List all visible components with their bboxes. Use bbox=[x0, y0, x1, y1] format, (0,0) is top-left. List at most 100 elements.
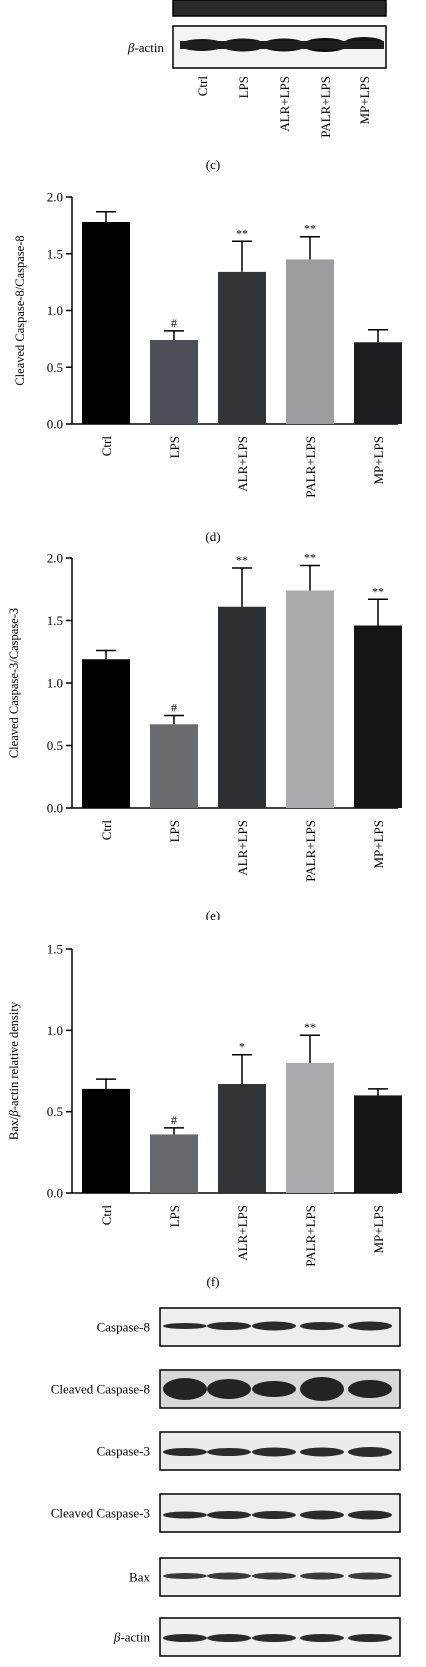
bar bbox=[286, 590, 334, 808]
blot-label: Cleaved Caspase-8 bbox=[51, 1382, 150, 1397]
y-tick-label: 1.0 bbox=[47, 1023, 63, 1038]
blot-band bbox=[348, 1634, 392, 1642]
significance-marker: ** bbox=[304, 1020, 316, 1034]
significance-marker: ** bbox=[372, 584, 384, 598]
blot-band bbox=[300, 1634, 344, 1642]
y-tick-label: 0.0 bbox=[47, 417, 63, 432]
blot-band bbox=[207, 1379, 251, 1399]
blot-band bbox=[300, 1572, 344, 1580]
blot-band bbox=[300, 1510, 344, 1520]
blot-band bbox=[252, 1634, 296, 1642]
blot-label: Caspase-8 bbox=[97, 1320, 150, 1335]
x-category-label: PALR+LPS bbox=[303, 436, 318, 498]
panel-label: (e) bbox=[206, 908, 220, 920]
bar bbox=[354, 342, 402, 424]
y-tick-label: 2.0 bbox=[47, 551, 63, 566]
bar bbox=[82, 659, 130, 808]
bar bbox=[286, 259, 334, 424]
blot-band bbox=[207, 1322, 251, 1330]
chart-d: Cleaved Caspase-8/Caspase-8 0.0 0.5 1.0 1.5 2… bbox=[13, 190, 402, 544]
blot-band bbox=[252, 1321, 296, 1331]
blot-band bbox=[252, 1511, 296, 1519]
x-category-label: ALR+LPS bbox=[235, 436, 250, 492]
panel-label-c: (c) bbox=[206, 157, 220, 172]
y-axis-label: Cleaved Caspase-3/Caspase-3 bbox=[7, 608, 21, 758]
x-category-label: MP+LPS bbox=[371, 1205, 386, 1254]
top-lane-label: PALR+LPS bbox=[318, 76, 333, 138]
significance-marker: # bbox=[171, 316, 177, 330]
significance-marker: ** bbox=[236, 553, 248, 567]
bar bbox=[150, 724, 198, 808]
blot-band bbox=[348, 1380, 392, 1398]
significance-marker: # bbox=[171, 1113, 177, 1127]
blot-label: Cleaved Caspase-3 bbox=[51, 1506, 150, 1521]
y-tick-label: 0.0 bbox=[47, 801, 63, 816]
blot-band bbox=[163, 1634, 207, 1642]
blot-band bbox=[348, 1510, 392, 1520]
y-tick-label: 0.5 bbox=[47, 738, 63, 753]
x-category-label: LPS bbox=[167, 1205, 182, 1227]
bar bbox=[82, 221, 130, 424]
blot-label: Caspase-3 bbox=[97, 1444, 150, 1459]
x-category-label: Ctrl bbox=[99, 436, 114, 457]
chart-e: Cleaved Caspase-3/Caspase-3 0.0 0.5 1.0 1.5 2… bbox=[7, 551, 402, 920]
x-category-label: Ctrl bbox=[99, 820, 114, 841]
bar bbox=[150, 1134, 198, 1193]
blot-band bbox=[163, 1323, 207, 1329]
blot-band bbox=[163, 1448, 207, 1456]
x-category-label: PALR+LPS bbox=[303, 820, 318, 882]
blot-band bbox=[252, 1447, 296, 1457]
panel-label: (f) bbox=[207, 1274, 220, 1289]
y-tick-label: 0.0 bbox=[47, 1186, 63, 1201]
blot-label: Bax bbox=[129, 1570, 150, 1585]
blot-band bbox=[300, 1377, 344, 1401]
y-tick-label: 0.5 bbox=[47, 1104, 63, 1119]
bar bbox=[286, 1062, 334, 1193]
blot-band bbox=[300, 1322, 344, 1330]
blot-band bbox=[300, 1447, 344, 1457]
significance-marker: ** bbox=[304, 551, 316, 565]
x-category-label: MP+LPS bbox=[371, 820, 386, 869]
blot-band bbox=[163, 1511, 207, 1519]
significance-marker: ** bbox=[236, 226, 248, 240]
y-tick-label: 1.5 bbox=[47, 613, 63, 628]
significance-marker: ** bbox=[304, 222, 316, 236]
top-blot-lane-labels: Ctrl LPS ALR+LPS PALR+LPS MP+LPS bbox=[195, 76, 372, 138]
bar bbox=[218, 606, 266, 808]
y-tick-label: 1.0 bbox=[47, 676, 63, 691]
y-tick-label: 1.5 bbox=[47, 942, 63, 957]
y-axis-label: Bax/β-actin relative density bbox=[7, 1001, 21, 1140]
blot-band bbox=[207, 1448, 251, 1456]
bar bbox=[218, 271, 266, 424]
y-tick-label: 2.0 bbox=[47, 190, 63, 205]
significance-marker: # bbox=[171, 701, 177, 715]
top-lane-label: MP+LPS bbox=[357, 76, 372, 125]
blot-band bbox=[163, 1573, 207, 1579]
beta-actin-bands bbox=[180, 37, 384, 52]
bar bbox=[354, 1095, 402, 1193]
x-category-label: ALR+LPS bbox=[235, 820, 250, 876]
significance-marker: * bbox=[239, 1040, 245, 1054]
top-blot-label: β-actin bbox=[127, 40, 165, 55]
y-tick-label: 1.5 bbox=[47, 246, 63, 261]
cropped-blot-strip bbox=[172, 0, 387, 17]
y-tick-label: 1.0 bbox=[47, 303, 63, 318]
blot-band bbox=[163, 1378, 207, 1400]
bar bbox=[82, 1088, 130, 1193]
top-lane-label: LPS bbox=[236, 76, 251, 98]
bar bbox=[150, 340, 198, 424]
blot-band bbox=[252, 1381, 296, 1397]
y-tick-label: 0.5 bbox=[47, 360, 63, 375]
x-category-label: LPS bbox=[167, 820, 182, 842]
top-blot-section: β-actin Ctrl LPS ALR+LPS PALR+LPS MP+LPS (c) bbox=[127, 0, 387, 172]
x-category-label: Ctrl bbox=[99, 1205, 114, 1226]
blot-band bbox=[348, 1572, 392, 1580]
blot-band bbox=[348, 1321, 392, 1331]
panel-label: (d) bbox=[205, 529, 220, 544]
top-lane-label: ALR+LPS bbox=[277, 76, 292, 132]
blot-band bbox=[252, 1572, 296, 1580]
blot-band bbox=[207, 1511, 251, 1519]
blot-label: β-actin bbox=[113, 1630, 151, 1645]
blot-band bbox=[207, 1634, 251, 1642]
x-category-label: ALR+LPS bbox=[235, 1205, 250, 1261]
